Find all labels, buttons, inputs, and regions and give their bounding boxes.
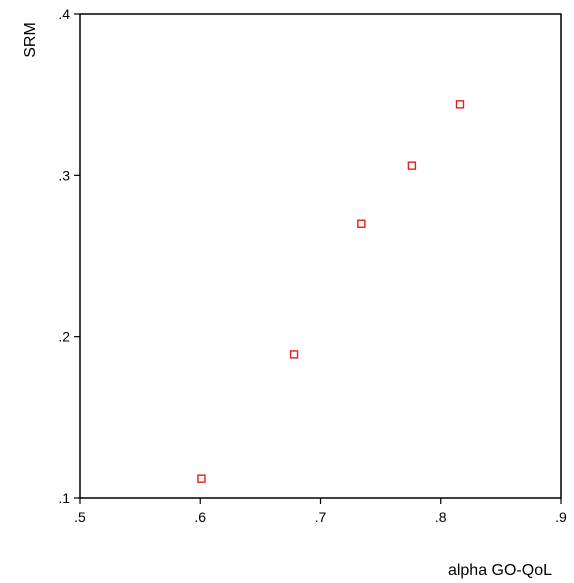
x-tick-label: .9: [555, 509, 567, 525]
data-point: [289, 350, 299, 359]
data-point: [357, 219, 366, 228]
x-axis-label: alpha GO-QoL: [448, 562, 552, 579]
data-point: [455, 100, 465, 109]
data-point: [407, 161, 417, 170]
x-tick-label: .6: [194, 509, 206, 525]
y-tick-label: .3: [58, 167, 70, 183]
y-tick-label: .4: [58, 6, 70, 22]
plot-frame: [79, 13, 562, 499]
x-axis: .5 .6 .7 .8 .9: [74, 498, 567, 525]
x-tick-label: .7: [315, 509, 327, 525]
y-tick-label: .2: [58, 329, 70, 345]
y-tick-label: .1: [58, 490, 70, 506]
data-point: [197, 474, 206, 483]
x-tick-label: .5: [74, 509, 86, 525]
data-points: [197, 100, 465, 483]
x-tick-label: .8: [435, 509, 447, 525]
y-axis: .1 .2 .3 .4: [58, 6, 80, 506]
y-axis-label: SRM: [22, 22, 39, 58]
